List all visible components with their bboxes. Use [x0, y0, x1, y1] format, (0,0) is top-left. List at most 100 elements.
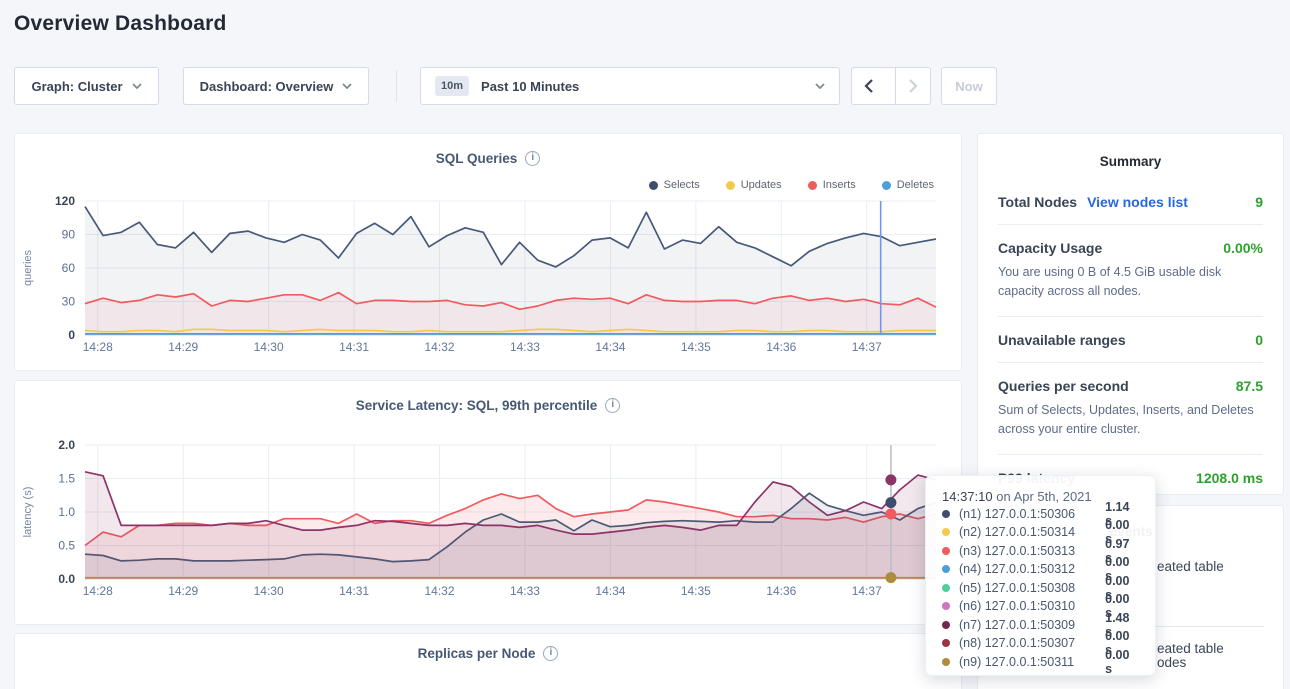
node-dot-icon: [942, 583, 950, 592]
legend-item-deletes[interactable]: Deletes: [881, 179, 934, 191]
node-dot-icon: [942, 546, 950, 555]
svg-text:14:37: 14:37: [852, 584, 882, 598]
svg-text:1.5: 1.5: [58, 472, 75, 486]
svg-text:2.0: 2.0: [58, 438, 75, 452]
service-latency-card: Service Latency: SQL, 99th percentile i …: [14, 380, 962, 625]
svg-text:14:30: 14:30: [254, 340, 284, 354]
event-item-fragment[interactable]: eated table: [1157, 641, 1224, 656]
node-dot-icon: [942, 639, 950, 647]
svg-text:0.0: 0.0: [58, 572, 75, 586]
toolbar-divider: [396, 70, 397, 102]
dashboard-dropdown[interactable]: Dashboard: Overview: [183, 67, 369, 105]
total-nodes-label: Total Nodes: [998, 194, 1078, 210]
node-dot-icon: [942, 602, 950, 610]
deletes-dot-icon: [881, 180, 891, 190]
info-icon[interactable]: i: [543, 646, 559, 661]
svg-text:14:32: 14:32: [425, 584, 455, 598]
time-nav-group: [851, 67, 931, 105]
svg-text:14:29: 14:29: [168, 340, 198, 354]
svg-text:latency (s): latency (s): [22, 487, 34, 538]
svg-text:14:28: 14:28: [83, 340, 113, 354]
legend-item-updates[interactable]: Updates: [725, 179, 782, 191]
svg-text:14:36: 14:36: [766, 584, 796, 598]
graph-dropdown[interactable]: Graph: Cluster: [14, 67, 159, 105]
qps-desc: Sum of Selects, Updates, Inserts, and De…: [998, 402, 1254, 437]
qps-label: Queries per second: [998, 377, 1129, 394]
sql-queries-chart[interactable]: 14:28 14:29 14:30 14:31 14:32 14:33 14:34 14:35…: [15, 191, 963, 363]
svg-text:14:31: 14:31: [339, 584, 369, 598]
tooltip-row: (n8) 127.0.0.1:50307 0.00 s: [942, 629, 1139, 657]
svg-text:14:37: 14:37: [852, 340, 882, 354]
view-nodes-list-link[interactable]: View nodes list: [1087, 194, 1188, 210]
chevron-right-icon: [909, 79, 918, 93]
event-item-fragment[interactable]: odes: [1157, 655, 1187, 670]
unavailable-ranges-value: 0: [1255, 331, 1263, 348]
replicas-per-node-card: Replicas per Node i: [14, 633, 962, 689]
tooltip-timestamp: 14:37:10 on Apr 5th, 2021: [942, 489, 1092, 504]
svg-text:14:34: 14:34: [595, 340, 625, 354]
svg-text:0.5: 0.5: [58, 539, 75, 553]
svg-text:14:32: 14:32: [425, 340, 455, 354]
node-dot-icon: [942, 509, 950, 518]
tooltip-row: (n1) 127.0.0.1:50306 1.14 s: [942, 500, 1139, 528]
summary-row-qps: Queries per second 87.5 Sum of Selects, …: [998, 363, 1263, 455]
replicas-per-node-title: Replicas per Node: [417, 646, 536, 661]
chevron-down-icon: [342, 83, 352, 89]
time-range-selector[interactable]: 10m Past 10 Minutes: [420, 67, 840, 105]
svg-text:queries: queries: [22, 249, 34, 286]
unavailable-ranges-label: Unavailable ranges: [998, 331, 1126, 348]
svg-text:60: 60: [62, 261, 76, 275]
tooltip-row: (n7) 127.0.0.1:50309 1.48 s: [942, 611, 1139, 639]
time-forward-button[interactable]: [895, 68, 930, 104]
qps-value: 87.5: [1235, 377, 1263, 394]
tooltip-row: (n9) 127.0.0.1:50311 0.00 s: [942, 648, 1139, 676]
tooltip-row: (n3) 127.0.0.1:50313 0.97 s: [942, 537, 1139, 565]
svg-text:14:36: 14:36: [766, 340, 796, 354]
node-dot-icon: [942, 528, 950, 536]
time-range-label: Past 10 Minutes: [481, 78, 580, 94]
now-button[interactable]: Now: [941, 67, 997, 105]
sql-queries-card: SQL Queries i Selects Updates Inserts De…: [14, 133, 962, 371]
tooltip-row: (n4) 127.0.0.1:50312 0.00 s: [942, 555, 1139, 583]
time-back-button[interactable]: [852, 68, 886, 104]
sql-queries-legend: Selects Updates Inserts Deletes: [648, 179, 934, 191]
svg-text:14:33: 14:33: [510, 584, 540, 598]
time-range-badge: 10m: [435, 76, 470, 96]
svg-text:14:35: 14:35: [681, 340, 711, 354]
capacity-usage-desc: You are using 0 B of 4.5 GiB usable disk…: [998, 265, 1222, 299]
info-icon[interactable]: i: [525, 151, 541, 166]
legend-item-selects[interactable]: Selects: [648, 179, 700, 191]
svg-text:0: 0: [68, 328, 75, 342]
service-latency-chart[interactable]: 14:28 14:29 14:30 14:31 14:32 14:33 14:34 14:35…: [15, 435, 963, 607]
event-item-fragment[interactable]: eated table: [1157, 559, 1224, 574]
p99-latency-value: 1208.0 ms: [1196, 469, 1263, 486]
capacity-usage-value: 0.00%: [1223, 240, 1263, 256]
page-title: Overview Dashboard: [14, 12, 227, 35]
node-dot-icon: [942, 657, 950, 666]
summary-row-capacity: Capacity Usage 0.00% You are using 0 B o…: [998, 225, 1263, 317]
svg-text:14:30: 14:30: [254, 584, 284, 598]
chevron-down-icon: [131, 83, 142, 89]
inserts-dot-icon: [807, 180, 817, 190]
dashboard-dropdown-label: Dashboard: Overview: [199, 78, 334, 94]
tooltip-row: (n5) 127.0.0.1:50308 0.00 s: [942, 574, 1139, 602]
updates-dot-icon: [725, 180, 735, 190]
summary-row-total-nodes: Total Nodes View nodes list 9: [998, 179, 1263, 225]
sql-queries-title: SQL Queries: [435, 151, 518, 166]
node-dot-icon: [942, 565, 950, 573]
summary-header: Summary: [1099, 154, 1162, 169]
tooltip-row: (n2) 127.0.0.1:50314 0.00 s: [942, 518, 1139, 546]
summary-row-unavailable: Unavailable ranges 0: [998, 317, 1263, 363]
chart-hover-tooltip: 14:37:10 on Apr 5th, 2021 (n1) 127.0.0.1…: [925, 475, 1156, 676]
selects-dot-icon: [648, 180, 658, 190]
total-nodes-value: 9: [1255, 194, 1263, 210]
svg-text:14:28: 14:28: [83, 584, 113, 598]
svg-text:120: 120: [55, 194, 75, 208]
legend-item-inserts[interactable]: Inserts: [807, 179, 856, 191]
svg-text:14:33: 14:33: [510, 340, 540, 354]
service-latency-title: Service Latency: SQL, 99th percentile: [355, 398, 598, 413]
info-icon[interactable]: i: [605, 398, 621, 413]
svg-text:90: 90: [62, 228, 76, 242]
svg-text:14:34: 14:34: [595, 584, 625, 598]
svg-text:14:29: 14:29: [168, 584, 198, 598]
